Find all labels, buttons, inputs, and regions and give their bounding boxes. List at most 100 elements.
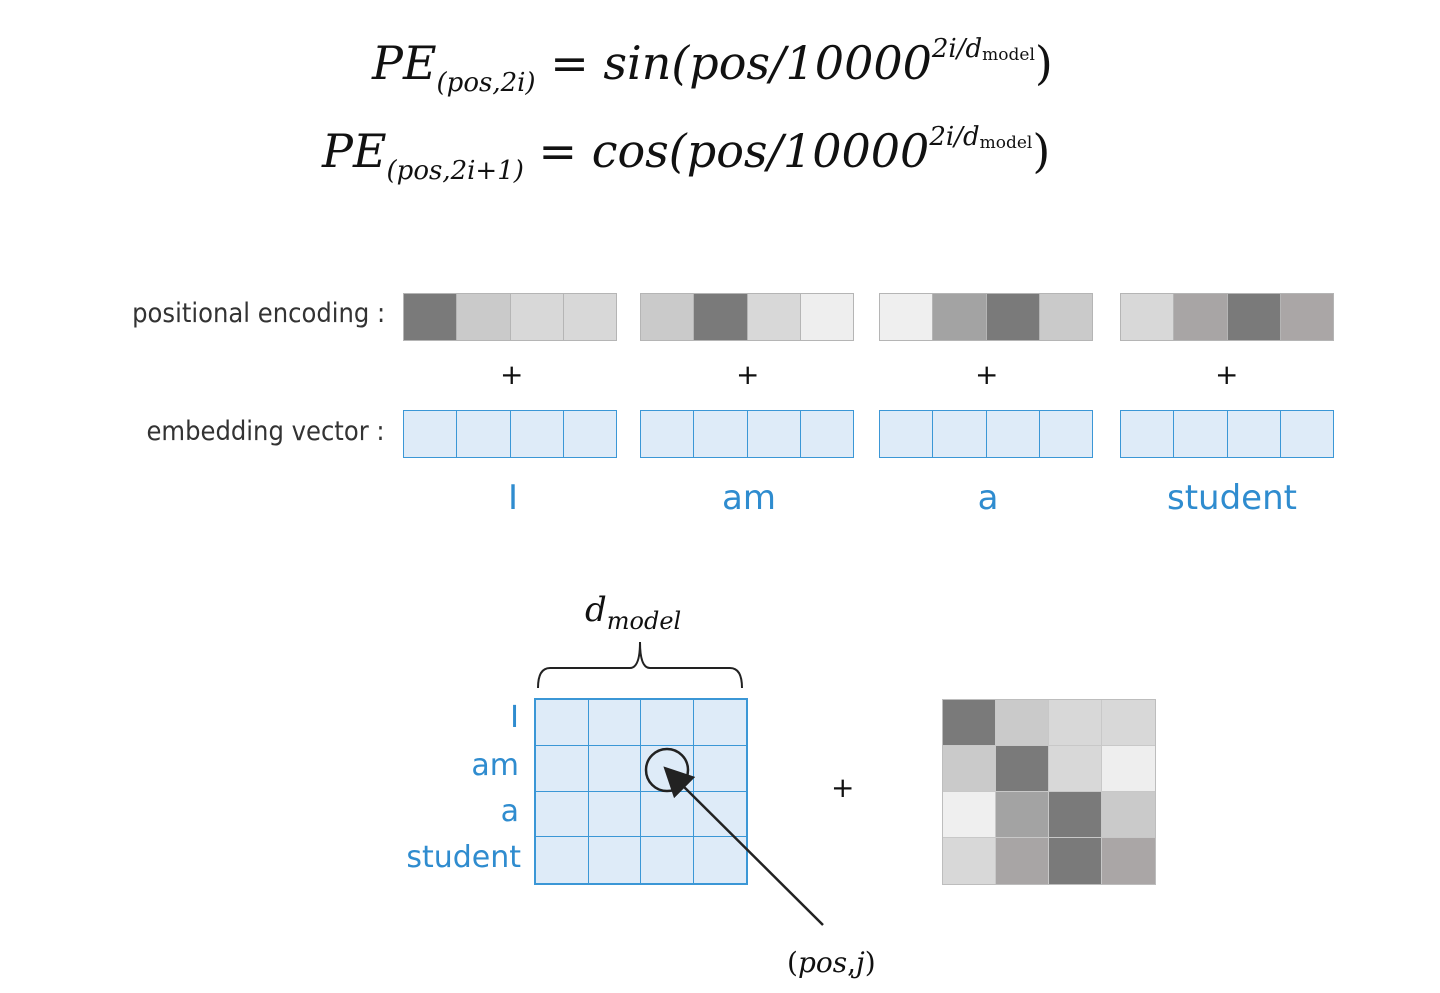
pe-cell — [641, 294, 695, 340]
matrix-cell — [996, 700, 1049, 746]
formula-equals: = — [550, 36, 589, 90]
embedding-cell — [457, 411, 511, 457]
matrix-cell — [996, 792, 1049, 838]
pe-cell — [747, 294, 801, 340]
plus-sign: + — [736, 358, 760, 391]
matrix-cell — [693, 700, 746, 746]
embedding-cell — [880, 411, 934, 457]
positional-encoding-vector — [1120, 293, 1334, 341]
matrix-cell — [1049, 746, 1102, 792]
dmodel-brace — [537, 641, 743, 689]
embedding-cell — [800, 411, 853, 457]
formula-pe-sin: PE(pos,2i) = sin(pos/100002i/dmodel) — [372, 36, 1053, 96]
matrix-cell — [536, 837, 589, 883]
pe-cell — [1121, 294, 1175, 340]
embedding-matrix — [534, 698, 748, 885]
positional-encoding-label: positional encoding : — [131, 298, 385, 329]
formula-exponent-subscript: model — [982, 45, 1035, 65]
matrix-cell — [693, 792, 746, 838]
matrix-cell — [1049, 700, 1102, 746]
matrix-cell — [1049, 792, 1102, 838]
matrix-row-label-am: am — [471, 748, 519, 783]
formula-lhs: PE — [322, 124, 387, 178]
matrix-cell — [536, 791, 589, 838]
embedding-cell — [641, 411, 695, 457]
positional-encoding-vector — [879, 293, 1093, 341]
matrix-cell — [536, 745, 589, 792]
pe-cell — [800, 294, 853, 340]
word-label-a: a — [977, 478, 999, 518]
embedding-cell — [1039, 411, 1092, 457]
pe-cell — [563, 294, 616, 340]
matrix-cell — [1049, 838, 1102, 884]
formula-equals: = — [538, 124, 578, 178]
matrix-cell — [641, 837, 694, 883]
formula-close: ) — [1032, 124, 1051, 178]
matrix-row-label-a: a — [500, 794, 519, 829]
pe-cell — [986, 294, 1040, 340]
matrix-cell — [588, 745, 641, 792]
positional-encoding-vector — [403, 293, 617, 341]
formula-pe-cos: PE(pos,2i+1) = cos(pos/100002i/dmodel) — [322, 124, 1050, 184]
matrix-row-label-i: I — [510, 700, 519, 735]
embedding-vector — [640, 410, 854, 458]
matrix-row-label-student: student — [406, 840, 521, 875]
pe-cell — [457, 294, 511, 340]
matrix-cell — [943, 838, 996, 884]
formula-lhs-subscript: (pos,2i+1) — [386, 156, 524, 186]
positional-encoding-vector — [640, 293, 854, 341]
matrix-cell — [588, 791, 641, 838]
embedding-cell — [563, 411, 616, 457]
embedding-cell — [1174, 411, 1228, 457]
formula-function: cos — [591, 124, 669, 178]
embedding-cell — [1227, 411, 1281, 457]
matrix-cell — [536, 700, 589, 746]
matrix-plus-sign: + — [831, 771, 855, 804]
embedding-cell — [747, 411, 801, 457]
formula-lhs-subscript: (pos,2i) — [436, 68, 536, 98]
plus-sign: + — [975, 358, 999, 391]
embedding-vector-label: embedding vector : — [146, 416, 385, 447]
embedding-cell — [694, 411, 748, 457]
matrix-cell — [996, 746, 1049, 792]
embedding-cell — [986, 411, 1040, 457]
embedding-vector — [403, 410, 617, 458]
matrix-cell — [693, 746, 746, 792]
matrix-cell — [641, 791, 694, 838]
dmodel-label: dmodel — [585, 590, 682, 635]
matrix-cell — [588, 700, 641, 746]
word-label-student: student — [1167, 478, 1297, 518]
matrix-cell — [589, 837, 641, 883]
pointer-arrow — [663, 766, 824, 926]
pe-cell — [1227, 294, 1281, 340]
pe-cell — [880, 294, 934, 340]
embedding-cell — [1121, 411, 1175, 457]
matrix-cell — [1102, 792, 1155, 838]
matrix-cell — [943, 792, 996, 838]
embedding-cell — [1280, 411, 1333, 457]
embedding-cell — [933, 411, 987, 457]
formula-close: ) — [1034, 36, 1053, 90]
formula-lhs: PE — [372, 36, 437, 90]
matrix-cell — [1102, 700, 1155, 746]
formula-exponent: 2i/dmodel — [931, 34, 1035, 65]
matrix-cell — [943, 700, 996, 746]
embedding-vector — [879, 410, 1093, 458]
plus-sign: + — [500, 358, 524, 391]
matrix-cell — [943, 746, 996, 792]
pe-cell — [404, 294, 458, 340]
word-label-am: am — [722, 478, 776, 518]
pos-j-label: (pos,j) — [787, 946, 876, 979]
embedding-cell — [510, 411, 564, 457]
matrix-cell — [996, 838, 1049, 884]
pe-cell — [1280, 294, 1333, 340]
plus-sign: + — [1215, 358, 1239, 391]
matrix-cell — [1102, 838, 1155, 884]
embedding-vector — [1120, 410, 1334, 458]
positional-encoding-matrix — [942, 699, 1156, 885]
pe-cell — [694, 294, 748, 340]
word-label-i: I — [507, 478, 519, 518]
formula-function: sin — [603, 36, 672, 90]
formula-exponent: 2i/dmodel — [929, 122, 1033, 153]
pe-cell — [933, 294, 987, 340]
